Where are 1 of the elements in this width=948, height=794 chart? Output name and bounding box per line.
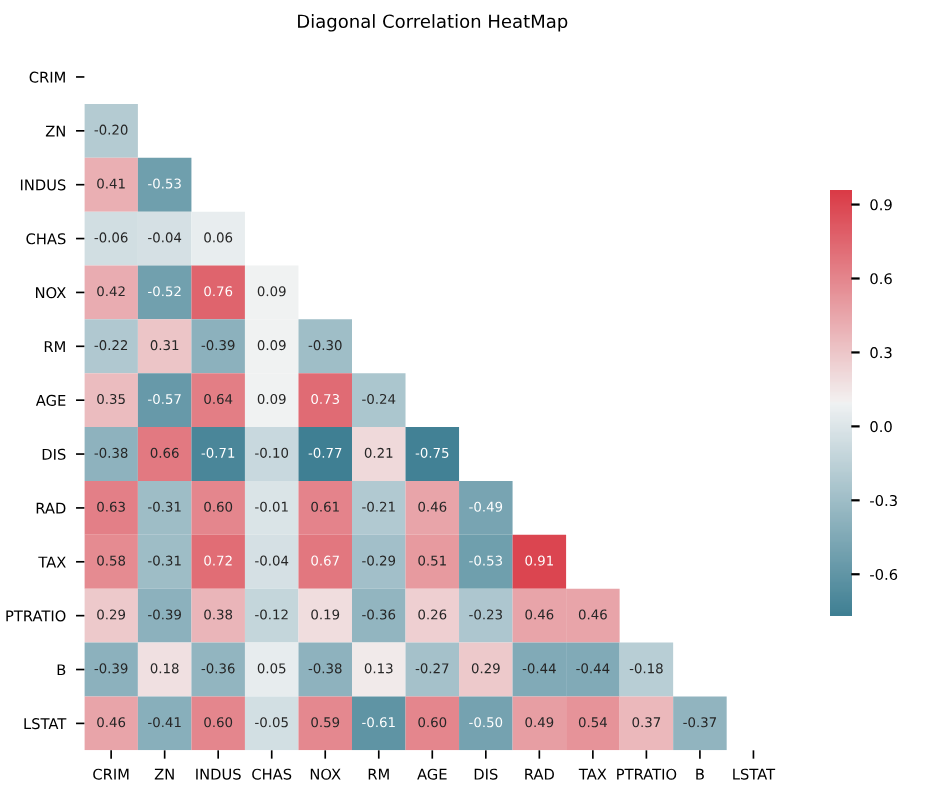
chart-title: Diagonal Correlation HeatMap (298, 14, 568, 32)
